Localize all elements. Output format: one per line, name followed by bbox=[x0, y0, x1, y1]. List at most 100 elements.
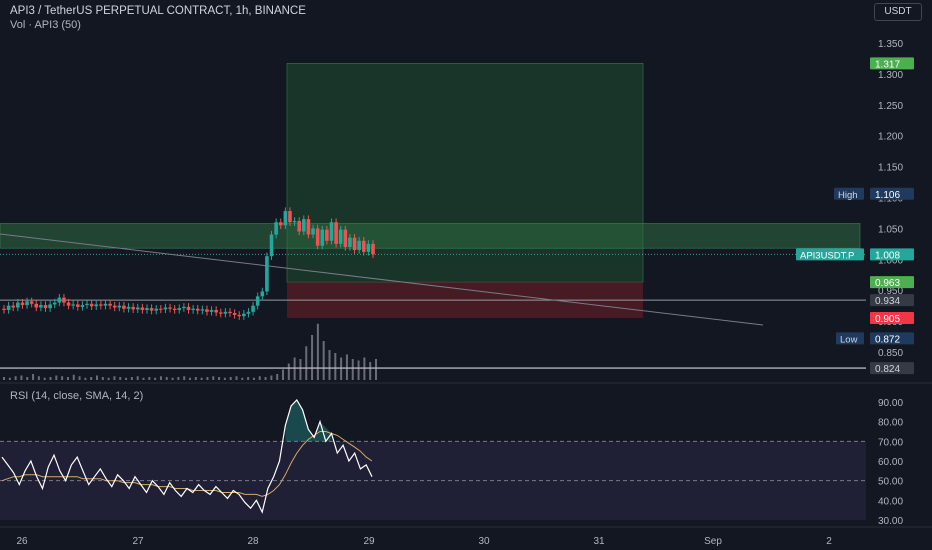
volume-bar bbox=[90, 377, 93, 380]
high-price-label: 1.106 bbox=[870, 187, 914, 201]
candle bbox=[39, 301, 43, 312]
volume-bar bbox=[159, 376, 162, 380]
volume-bar bbox=[189, 377, 191, 380]
volume-bar bbox=[78, 376, 81, 380]
high-price-label-bg bbox=[870, 187, 914, 200]
candle bbox=[232, 309, 237, 319]
candle-body bbox=[16, 302, 20, 308]
low-price-label-value: 0.872 bbox=[875, 334, 900, 345]
candle-body bbox=[274, 222, 278, 235]
rsi-tick: 30.00 bbox=[878, 516, 903, 527]
candle bbox=[325, 225, 329, 245]
candle-body bbox=[200, 309, 205, 311]
candle-body bbox=[278, 222, 283, 226]
candle bbox=[255, 292, 260, 310]
time-tick: Sep bbox=[704, 536, 722, 547]
candle bbox=[357, 237, 361, 254]
candle-body bbox=[6, 305, 11, 310]
candle bbox=[329, 218, 334, 245]
time-tick: 2 bbox=[826, 536, 832, 547]
candle bbox=[237, 311, 242, 320]
candle bbox=[85, 300, 89, 309]
rsi-tick: 50.00 bbox=[878, 477, 903, 488]
level-price-label-bg bbox=[870, 294, 914, 307]
volume-bar bbox=[119, 377, 122, 380]
candle bbox=[66, 298, 71, 310]
candle-body bbox=[306, 219, 311, 235]
candle bbox=[186, 303, 191, 314]
candle-body bbox=[126, 306, 131, 309]
candle bbox=[348, 233, 352, 251]
volume-bar bbox=[171, 377, 174, 380]
volume-bar bbox=[264, 377, 267, 380]
volume-bar bbox=[206, 377, 209, 380]
candle bbox=[195, 305, 200, 315]
volume-bar bbox=[223, 377, 226, 380]
candle-body bbox=[94, 304, 99, 307]
candle bbox=[242, 309, 246, 320]
currency-button[interactable]: USDT bbox=[874, 3, 922, 21]
candle-body bbox=[269, 234, 274, 257]
candle-body bbox=[246, 311, 251, 314]
price-tick: 0.850 bbox=[878, 348, 903, 359]
candle-body bbox=[320, 229, 325, 246]
candle-body bbox=[135, 307, 140, 310]
candle-body bbox=[302, 219, 306, 232]
volume-indicator-label: Vol · API3 (50) bbox=[10, 19, 81, 31]
candle bbox=[149, 304, 154, 315]
volume-bar bbox=[258, 376, 261, 380]
candle-body bbox=[43, 305, 48, 309]
candle-body bbox=[228, 311, 232, 314]
candle-body bbox=[122, 305, 126, 309]
candle bbox=[343, 225, 348, 251]
low-tag: Low bbox=[836, 332, 864, 345]
stop-price-label-value: 0.905 bbox=[875, 314, 900, 325]
candle bbox=[223, 308, 228, 318]
stop-price-label-bg bbox=[870, 312, 914, 325]
candle-body bbox=[99, 304, 103, 306]
volume-bar bbox=[8, 377, 11, 380]
time-tick: 29 bbox=[363, 536, 375, 547]
candle-body bbox=[108, 303, 112, 306]
candle-body bbox=[154, 308, 159, 311]
candle bbox=[292, 217, 297, 226]
candle-body bbox=[218, 312, 223, 314]
time-tick: 26 bbox=[16, 536, 28, 547]
time-tick: 30 bbox=[478, 536, 490, 547]
volume-bar bbox=[328, 350, 331, 380]
candle bbox=[2, 305, 6, 314]
price-tick: 1.150 bbox=[878, 163, 903, 174]
candle-body bbox=[255, 296, 260, 306]
rsi-line bbox=[1, 399, 373, 514]
candle-body bbox=[117, 305, 122, 308]
low-price-label-bg bbox=[870, 332, 914, 345]
volume-bar bbox=[55, 375, 58, 380]
candle-body bbox=[209, 309, 214, 312]
candle-body bbox=[89, 303, 94, 307]
candle bbox=[34, 300, 39, 312]
volume-bar bbox=[270, 375, 273, 380]
volume-bar bbox=[218, 377, 221, 380]
high-tag-bg bbox=[834, 187, 864, 200]
bottom-level-label: 0.824 bbox=[870, 362, 914, 375]
volume-bar bbox=[84, 377, 87, 380]
candle-body bbox=[2, 308, 6, 310]
candle-body bbox=[334, 222, 338, 244]
candle-body bbox=[348, 237, 352, 247]
volume-bar bbox=[49, 377, 52, 380]
candle bbox=[315, 224, 320, 250]
candle-body bbox=[71, 304, 75, 306]
volume-bar bbox=[375, 359, 377, 380]
candle-body bbox=[145, 308, 149, 310]
price-tick: 1.250 bbox=[878, 101, 903, 112]
candle-body bbox=[39, 305, 43, 308]
candle bbox=[52, 298, 57, 309]
volume-bar bbox=[101, 377, 104, 380]
candle-body bbox=[62, 297, 66, 303]
volume-bar bbox=[357, 360, 360, 380]
price-tick: 1.050 bbox=[878, 224, 903, 235]
target-price-label-value: 1.317 bbox=[875, 59, 900, 70]
volume-bar bbox=[183, 376, 186, 380]
volume-bar bbox=[3, 377, 5, 380]
